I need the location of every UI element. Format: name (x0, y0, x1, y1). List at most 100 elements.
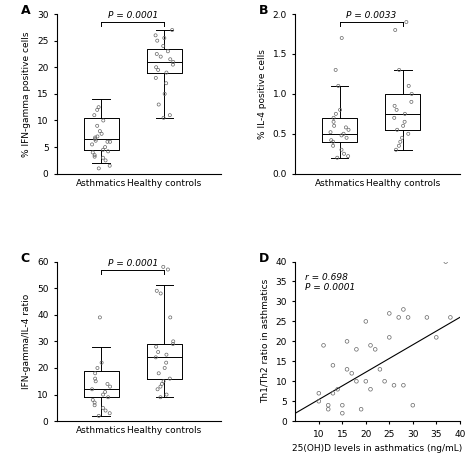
Point (160, 114, 167, 122)
Text: P = 0.0001: P = 0.0001 (108, 259, 158, 268)
Point (442, 258, 449, 265)
Point (367, 342, 374, 349)
Point (96, 314, 104, 321)
Point (106, 410, 113, 417)
Point (155, 348, 162, 356)
Point (392, 146, 400, 154)
Point (332, 110, 340, 117)
Point (101, 388, 109, 395)
Point (93, 106, 101, 114)
Point (376, 366, 383, 373)
Point (106, 138, 114, 146)
Point (161, 364, 168, 372)
Point (329, 389, 337, 397)
Point (324, 402, 332, 409)
Point (334, 386, 341, 393)
Point (153, 287, 161, 294)
Point (328, 137, 335, 144)
Point (163, 69, 170, 76)
Point (91, 134, 99, 141)
Point (338, 34, 346, 42)
Text: P = 0.0001: P = 0.0001 (108, 11, 158, 21)
Point (164, 266, 172, 273)
Text: A: A (21, 5, 30, 17)
Point (153, 50, 161, 58)
Point (160, 378, 167, 385)
Point (399, 122, 407, 130)
Point (163, 391, 170, 398)
Point (405, 82, 412, 90)
Point (98, 130, 105, 138)
Point (102, 157, 109, 164)
Point (385, 310, 393, 317)
Point (332, 66, 339, 73)
Point (92, 378, 100, 385)
Point (169, 340, 177, 348)
Point (95, 103, 102, 111)
Point (330, 122, 338, 130)
Point (91, 375, 99, 382)
Point (159, 263, 167, 271)
Point (353, 378, 360, 385)
Point (392, 26, 399, 34)
Point (96, 127, 104, 135)
Point (104, 147, 112, 155)
Point (166, 56, 174, 63)
Point (163, 80, 170, 87)
Point (400, 306, 407, 313)
Point (404, 314, 412, 321)
Point (343, 337, 351, 345)
Point (397, 138, 404, 146)
Point (408, 90, 416, 98)
Point (401, 110, 409, 117)
Point (88, 141, 96, 148)
Point (159, 42, 167, 50)
Point (91, 151, 99, 159)
Point (169, 58, 177, 66)
Point (91, 399, 99, 406)
Point (161, 90, 168, 98)
Point (391, 114, 398, 122)
Point (315, 397, 323, 405)
Point (329, 362, 337, 369)
Point (345, 153, 352, 160)
Point (340, 130, 347, 138)
Point (398, 134, 406, 141)
Point (166, 375, 173, 382)
Point (329, 138, 337, 146)
Point (95, 165, 102, 172)
Point (89, 396, 97, 404)
Point (395, 142, 403, 149)
Point (393, 106, 401, 114)
Y-axis label: % IL-4 positive cells: % IL-4 positive cells (258, 49, 267, 139)
Point (91, 135, 99, 143)
Point (402, 18, 410, 26)
Y-axis label: Th1/Th2 ratio in asthmatics: Th1/Th2 ratio in asthmatics (261, 279, 270, 403)
Point (338, 410, 346, 417)
Text: B: B (259, 5, 269, 17)
Point (166, 314, 174, 321)
Point (338, 402, 346, 409)
Point (99, 404, 107, 412)
Point (157, 290, 164, 297)
Point (91, 402, 99, 409)
Point (340, 150, 348, 158)
Point (432, 334, 440, 341)
Point (168, 26, 176, 34)
Point (169, 61, 177, 68)
Point (99, 154, 107, 161)
Point (337, 146, 345, 154)
Point (348, 370, 356, 377)
Point (357, 405, 365, 413)
Point (333, 154, 341, 161)
Point (391, 102, 398, 110)
Point (353, 345, 360, 353)
Point (155, 370, 163, 377)
Point (102, 407, 109, 414)
Point (93, 122, 101, 130)
Point (98, 359, 105, 366)
Point (330, 118, 337, 125)
Point (89, 149, 97, 156)
Point (329, 142, 337, 149)
Point (156, 394, 164, 401)
